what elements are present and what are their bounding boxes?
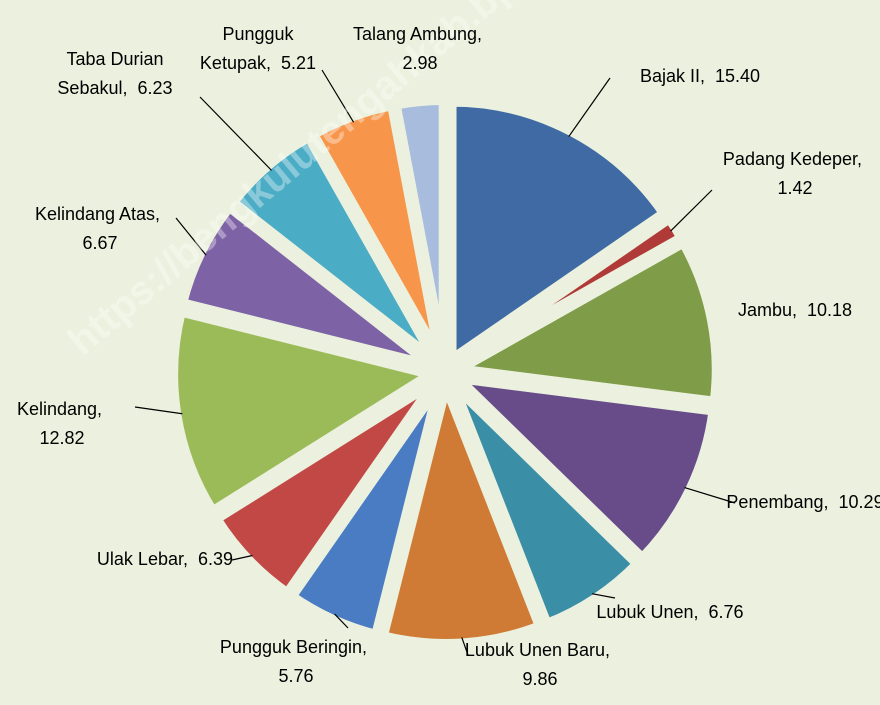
label-value: 12.82 bbox=[39, 428, 85, 448]
label-name: Ulak Lebar bbox=[96, 549, 183, 569]
label-name: Talang Ambung bbox=[352, 24, 478, 44]
leader-line bbox=[175, 217, 207, 256]
label-separator: , bbox=[122, 78, 128, 98]
label-value: 10.29 bbox=[838, 492, 880, 512]
label-value: 6.23 bbox=[137, 78, 173, 98]
label-value: 15.40 bbox=[715, 66, 761, 86]
data-label: Kelindang Atas, 6.67 bbox=[25, 200, 175, 258]
label-value: 1.42 bbox=[777, 178, 813, 198]
leader-line bbox=[461, 637, 469, 656]
label-value: 2.98 bbox=[402, 53, 438, 73]
data-label: Penembang, 10.29 bbox=[720, 488, 880, 517]
label-name: Pungguk Ketupak bbox=[199, 24, 294, 73]
data-label: Ulak Lebar, 6.39 bbox=[90, 545, 240, 574]
leader-line bbox=[568, 77, 611, 137]
label-separator: , bbox=[791, 300, 797, 320]
label-name: Kelindang bbox=[16, 399, 98, 419]
pie-slice bbox=[452, 373, 719, 564]
data-label: Pungguk Ketupak, 5.21 bbox=[198, 20, 318, 78]
leader-line bbox=[670, 189, 713, 232]
label-value: 5.76 bbox=[278, 666, 314, 686]
label-separator: , bbox=[265, 53, 271, 73]
pie-slice bbox=[390, 95, 449, 364]
label-name: Padang Kedeper bbox=[722, 149, 858, 169]
label-separator: , bbox=[857, 149, 863, 169]
data-label: Taba Durian Sebakul, 6.23 bbox=[30, 45, 200, 103]
pie-slice bbox=[453, 237, 722, 407]
data-label: Talang Ambung, 2.98 bbox=[340, 20, 500, 78]
pie-slice bbox=[447, 378, 643, 629]
label-value: 6.76 bbox=[708, 602, 744, 622]
leader-line bbox=[321, 69, 355, 123]
label-value: 6.67 bbox=[82, 233, 118, 253]
label-value: 9.86 bbox=[522, 669, 558, 689]
leader-line bbox=[684, 487, 736, 504]
leader-line bbox=[231, 554, 253, 561]
label-separator: , bbox=[97, 399, 103, 419]
label-name: Lubuk Unen bbox=[596, 602, 694, 622]
data-label: Lubuk Unen, 6.76 bbox=[590, 598, 750, 627]
label-separator: , bbox=[699, 66, 705, 86]
pie-slice bbox=[446, 96, 670, 365]
data-label: Padang Kedeper, 1.42 bbox=[710, 145, 880, 203]
label-separator: , bbox=[605, 640, 611, 660]
label-separator: , bbox=[693, 602, 699, 622]
label-name: Pungguk Beringin bbox=[219, 637, 363, 657]
label-name: Taba Durian Sebakul bbox=[57, 49, 164, 98]
label-name: Lubuk Unen Baru bbox=[464, 640, 606, 660]
leader-line bbox=[134, 406, 183, 415]
pie-slice bbox=[177, 201, 438, 371]
pie-slice bbox=[451, 213, 687, 370]
pie-slice bbox=[168, 306, 437, 517]
label-separator: , bbox=[362, 637, 368, 657]
data-label: Kelindang, 12.82 bbox=[0, 395, 124, 453]
pie-slice bbox=[286, 379, 445, 640]
label-value: 5.21 bbox=[281, 53, 317, 73]
leader-line bbox=[591, 593, 616, 599]
data-label: Lubuk Unen Baru, 9.86 bbox=[460, 636, 620, 694]
pie-slice bbox=[211, 376, 440, 599]
data-label: Pungguk Beringin, 5.76 bbox=[211, 633, 381, 691]
label-separator: , bbox=[182, 549, 188, 569]
leader-line bbox=[334, 613, 349, 629]
label-name: Penembang bbox=[726, 492, 824, 512]
data-label: Jambu, 10.18 bbox=[705, 296, 880, 325]
label-value: 10.18 bbox=[807, 300, 853, 320]
label-name: Bajak II bbox=[639, 66, 700, 86]
label-name: Jambu bbox=[737, 300, 792, 320]
label-separator: , bbox=[477, 24, 483, 44]
label-value: 6.39 bbox=[198, 549, 234, 569]
leader-line bbox=[199, 96, 272, 171]
label-separator: , bbox=[155, 204, 161, 224]
pie-slice bbox=[377, 380, 545, 649]
label-separator: , bbox=[823, 492, 829, 512]
label-name: Kelindang Atas bbox=[34, 204, 156, 224]
data-label: Bajak II, 15.40 bbox=[600, 62, 800, 91]
